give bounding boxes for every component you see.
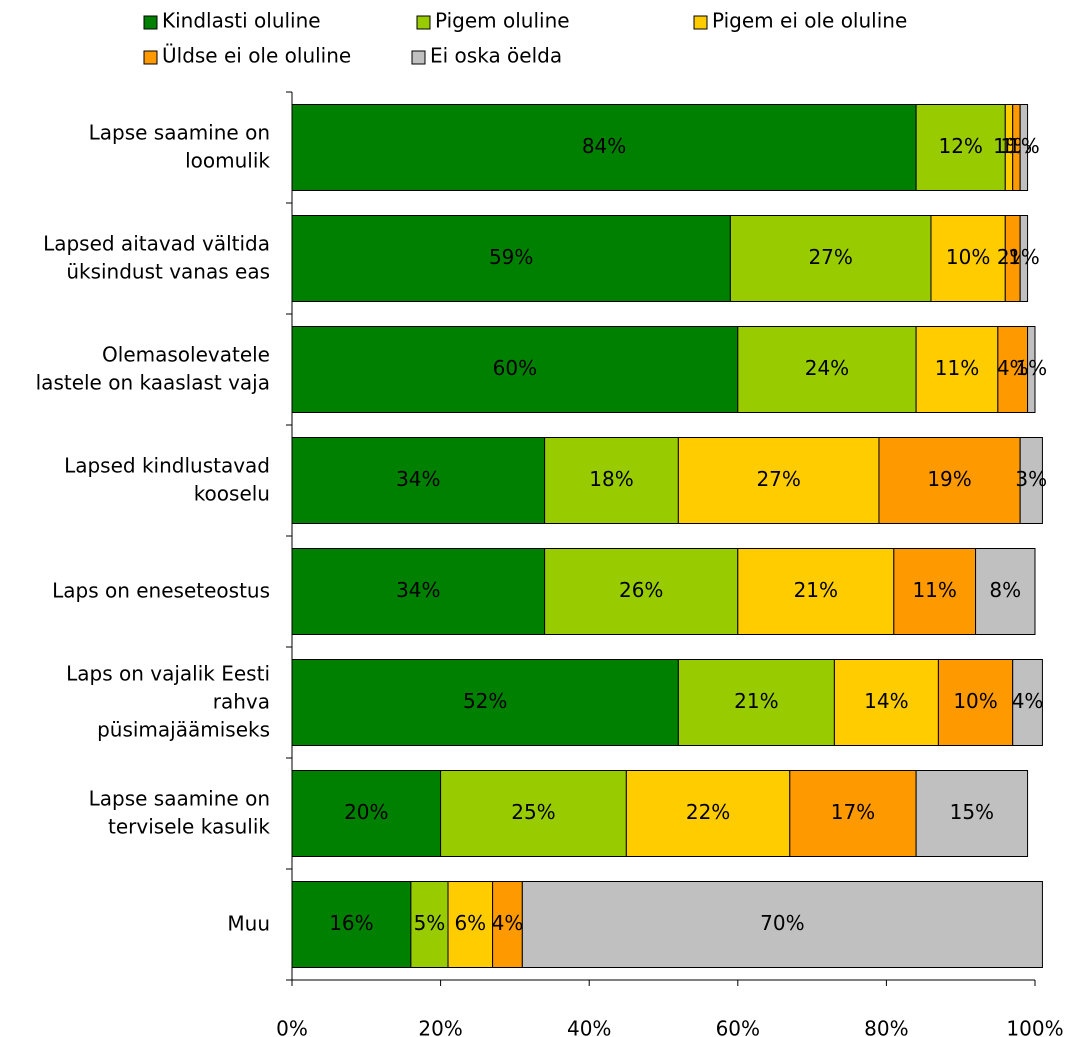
legend-swatch (143, 50, 158, 65)
value-label: 15% (950, 800, 994, 824)
value-label: 16% (329, 911, 373, 935)
value-label: 26% (619, 578, 663, 602)
legend-label: Kindlasti oluline (162, 9, 321, 33)
value-label: 10% (953, 689, 997, 713)
value-label: 4% (997, 356, 1029, 380)
value-label: 20% (344, 800, 388, 824)
y-tick-label: Lapse saamine on loomulik (89, 120, 271, 172)
value-label: 59% (489, 245, 533, 269)
bar-segment (1027, 326, 1036, 413)
bar-segment (915, 770, 1029, 857)
value-label: 70% (760, 911, 804, 935)
bar-segment (291, 659, 679, 746)
value-label: 10% (946, 245, 990, 269)
y-tick-label: Laps on eneseteostus (52, 578, 270, 602)
legend-swatch (416, 15, 431, 30)
bar-segment (737, 326, 917, 413)
bar-segment (410, 881, 449, 968)
x-tick-label: 0% (276, 1017, 308, 1037)
x-tick-label: 100% (1006, 1017, 1063, 1037)
value-label: 22% (686, 800, 730, 824)
x-tick-label: 80% (864, 1017, 908, 1037)
bar-segment (893, 548, 977, 635)
bar-segment (677, 659, 835, 746)
y-tick-label: Lapsed aitavad vältida üksindust vanas ea… (43, 231, 270, 283)
bar-segment (521, 881, 1043, 968)
y-tick-label: Laps on vajalik Eesti rahva püsimajäämisek… (66, 661, 270, 741)
value-label: 1% (1008, 245, 1040, 269)
value-label: 34% (396, 467, 440, 491)
value-label: 27% (808, 245, 852, 269)
bar-segment (625, 770, 791, 857)
bar-segment (291, 437, 546, 524)
bar-segment (789, 770, 917, 857)
value-label: 34% (396, 578, 440, 602)
value-label: 21% (734, 689, 778, 713)
bar-segment (1019, 215, 1029, 302)
legend-label: Pigem ei ole oluline (712, 9, 907, 33)
legend-label: Ei oska öelda (430, 44, 562, 68)
value-label: 21% (794, 578, 838, 602)
value-label: 18% (589, 467, 633, 491)
legend-swatch (143, 15, 158, 30)
value-label: 4% (1012, 689, 1044, 713)
bar-segment (878, 437, 1021, 524)
y-tick-label: Lapsed kindlustavad kooselu (64, 453, 270, 505)
value-label: 84% (582, 134, 626, 158)
value-label: 60% (493, 356, 537, 380)
bar-segment (833, 659, 939, 746)
bar-segment (291, 104, 917, 191)
bar-segment (1019, 437, 1043, 524)
value-label: 52% (463, 689, 507, 713)
value-label: 11% (935, 356, 979, 380)
legend-swatch (693, 15, 708, 30)
bar-segment (1012, 659, 1043, 746)
value-label: 8% (989, 578, 1021, 602)
bar-segment (544, 548, 739, 635)
bar-segment (915, 104, 1006, 191)
bar-segment (915, 326, 999, 413)
value-label: 3% (1015, 467, 1047, 491)
bar-segment (997, 326, 1029, 413)
value-label: 11% (912, 578, 956, 602)
value-label: 25% (511, 800, 555, 824)
value-label: 4% (492, 911, 524, 935)
x-tick-label: 40% (567, 1017, 611, 1037)
value-label: 1% (1008, 134, 1040, 158)
y-tick-label: Muu (227, 911, 270, 935)
y-tick-label: Olemasolevatele lastele on kaaslast vaja (36, 342, 270, 394)
value-label: 14% (864, 689, 908, 713)
value-label: 27% (756, 467, 800, 491)
value-label: 19% (927, 467, 971, 491)
value-label: 24% (805, 356, 849, 380)
value-label: 12% (938, 134, 982, 158)
legend-swatch (411, 50, 426, 65)
value-label: 1% (1015, 356, 1047, 380)
value-label: 6% (454, 911, 486, 935)
bar-segment (937, 659, 1014, 746)
legend-label: Pigem oluline (435, 9, 570, 33)
bar-segment (291, 548, 546, 635)
y-tick-label: Lapse saamine on tervisele kasulik (89, 786, 271, 838)
value-label: 5% (414, 911, 446, 935)
bar-segment (291, 881, 412, 968)
legend-label: Üldse ei ole oluline (162, 44, 351, 68)
value-label: 17% (831, 800, 875, 824)
x-tick-label: 60% (716, 1017, 760, 1037)
bar-segment (291, 326, 739, 413)
bar-segment (930, 215, 1006, 302)
bar-segment (1019, 104, 1029, 191)
bar-segment (729, 215, 932, 302)
bar-segment (492, 881, 523, 968)
bar-segment (975, 548, 1036, 635)
x-tick-label: 20% (418, 1017, 462, 1037)
